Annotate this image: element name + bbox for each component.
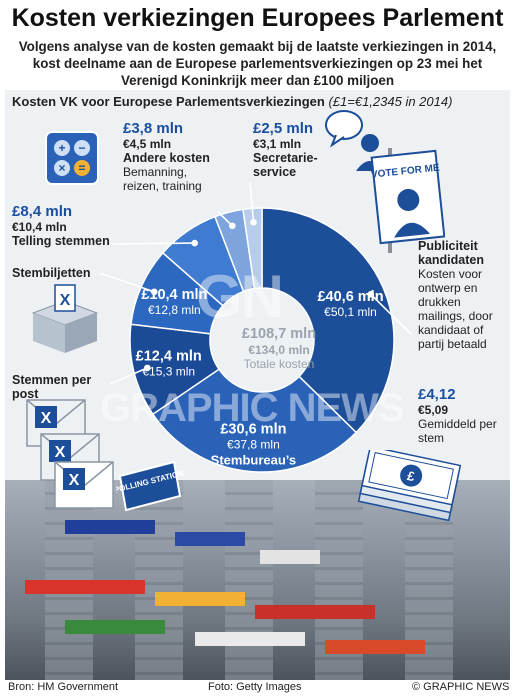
ballot-mark: X <box>69 472 80 489</box>
label-stembiljetten: Stembiljetten <box>12 266 91 280</box>
andere-kosten-desc: Bemanning, reizen, training <box>123 165 202 193</box>
watermark-text: GRAPHIC NEWS <box>100 386 405 430</box>
publiciteit-desc: Kosten voor ontwerp en drukken mailings,… <box>418 267 493 351</box>
svg-text:=: = <box>78 161 85 175</box>
secretarie-name: Secretarie-service <box>253 151 318 179</box>
telling-gbp: £8,4 mln <box>12 203 73 220</box>
telling-name: Telling stemmen <box>12 234 110 248</box>
label-per-vote: £4,12 €5,09 Gemiddeld per stem <box>418 386 508 445</box>
watermark-logo: GN <box>196 263 284 330</box>
ballot-mark: X <box>60 292 71 309</box>
total-eur: €134,0 mln <box>248 343 310 357</box>
ballot-mark: X <box>55 444 66 461</box>
label-andere-kosten: £3,8 mln €4,5 mln Andere kosten Bemannin… <box>123 120 210 193</box>
andere-kosten-name: Andere kosten <box>123 151 210 165</box>
label-publiciteit: Publiciteit kandidaten Kosten voor ontwe… <box>418 239 510 351</box>
vote-for-me-poster-icon: VOTE FOR ME <box>370 148 445 253</box>
andere-kosten-gbp: £3,8 mln <box>123 120 184 137</box>
total-gbp: £108,7 mln <box>241 326 317 342</box>
footer-credit: © GRAPHIC NEWS <box>412 681 510 693</box>
chart-title-text: Kosten VK voor Europese Parlementsverkie… <box>12 94 325 109</box>
svg-text:£: £ <box>406 468 417 484</box>
page-title: Kosten verkiezingen Europees Parlement <box>11 4 504 32</box>
footer-photo: Foto: Getty Images <box>208 681 302 693</box>
stemmen-post-name: Stemmen per post <box>12 373 92 401</box>
ballot-box-icon: X <box>31 284 99 353</box>
label-stemmen-post: Stemmen per post <box>12 373 107 401</box>
banknotes-icon: £ <box>357 450 462 522</box>
stembiljetten-name: Stembiljetten <box>12 266 91 280</box>
label-secretarie: £2,5 mln €3,1 mln Secretarie-service <box>253 120 325 179</box>
per-vote-caption: Gemiddeld per stem <box>418 417 497 445</box>
polling-station-sign-icon: POLLING STATION <box>116 460 184 512</box>
total-caption: Totale kosten <box>243 357 315 371</box>
telling-eur: €10,4 mln <box>12 220 67 234</box>
secretarie-eur: €3,1 mln <box>253 137 302 151</box>
publiciteit-name: Publiciteit kandidaten <box>418 239 484 267</box>
chart-title: Kosten VK voor Europese Parlementsverkie… <box>12 94 452 109</box>
svg-text:×: × <box>58 161 65 175</box>
ballot-mark: X <box>41 410 52 427</box>
svg-text:+: + <box>58 141 65 155</box>
per-vote-eur: €5,09 <box>418 403 449 417</box>
andere-kosten-eur: €4,5 mln <box>123 137 172 151</box>
footer-source: Bron: HM Government <box>8 681 119 693</box>
per-vote-gbp: £4,12 <box>418 386 456 403</box>
calculator-icon: + − × = <box>45 131 99 185</box>
postal-vote-envelopes-icon: X X X <box>26 399 114 509</box>
total-label-group: £108,7 mln €134,0 mln Totale kosten <box>229 326 329 371</box>
page-subtitle: Volgens analyse van de kosten gemaakt bi… <box>18 39 497 88</box>
label-telling: £8,4 mln €10,4 mln Telling stemmen <box>12 203 110 248</box>
secretarie-gbp: £2,5 mln <box>253 120 314 137</box>
svg-text:−: − <box>78 141 85 155</box>
exchange-rate-note: (£1=€1,2345 in 2014) <box>328 94 453 109</box>
